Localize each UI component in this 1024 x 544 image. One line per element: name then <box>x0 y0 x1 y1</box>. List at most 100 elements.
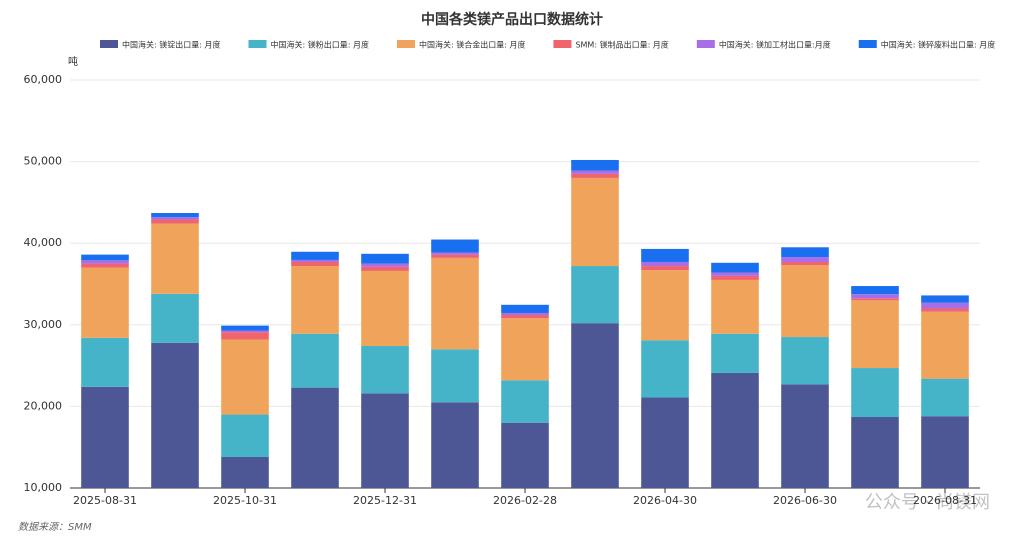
bar-segment <box>781 257 829 262</box>
chart-title: 中国各类镁产品出口数据统计 <box>421 11 603 28</box>
x-tick-label: 2025-08-31 <box>73 494 137 507</box>
legend-swatch <box>396 40 415 48</box>
bar-segment <box>781 265 829 338</box>
x-tick-label: 2026-02-28 <box>493 494 557 507</box>
bar-segment <box>641 340 689 398</box>
bar-segment <box>571 177 619 267</box>
legend-label: SMM: 镁制品出口量: 月度 <box>575 40 668 50</box>
bar-segment <box>431 257 479 350</box>
y-tick-label: 30,000 <box>24 318 63 331</box>
y-tick-label: 60,000 <box>24 73 63 86</box>
bar-segment <box>221 414 269 457</box>
bar-segment <box>221 332 269 340</box>
bar-segment <box>711 279 759 334</box>
bar-segment <box>221 325 269 331</box>
y-tick-label: 20,000 <box>24 399 63 412</box>
bar-segment <box>501 422 549 488</box>
bar-segment <box>711 275 759 280</box>
bar-segment <box>361 346 409 394</box>
bar-segment <box>81 267 129 338</box>
legend-swatch <box>100 40 118 48</box>
bar-segment <box>851 286 899 295</box>
bar-segment <box>641 261 689 267</box>
bar-segment <box>291 261 339 267</box>
legend-label: 中国海关: 镁碎废料出口量: 月度 <box>881 40 995 50</box>
bar-segment <box>851 294 899 299</box>
y-unit: 吨 <box>68 55 78 68</box>
legend-label: 中国海关: 镁锭出口量: 月度 <box>122 40 220 50</box>
bar-segment <box>921 378 969 417</box>
bar-segment <box>151 293 199 343</box>
legend-label: 中国海关: 镁粉出口量: 月度 <box>270 40 368 50</box>
legend-label: 中国海关: 镁合金出口量: 月度 <box>419 40 525 50</box>
bar-segment <box>641 270 689 341</box>
bar-segment <box>571 170 619 174</box>
bar-segment <box>921 416 969 488</box>
bar-segment <box>781 384 829 488</box>
bar-segment <box>431 349 479 403</box>
bar-segment <box>361 266 409 271</box>
bar-segment <box>501 318 549 381</box>
bar-segment <box>431 252 479 255</box>
bar-segment <box>431 254 479 258</box>
x-tick-label: 2025-10-31 <box>213 494 277 507</box>
bar-segment <box>221 339 269 415</box>
bar-segment <box>781 247 829 258</box>
bar-segment <box>851 300 899 369</box>
bar-segment <box>711 372 759 488</box>
bar-segment <box>361 263 409 267</box>
bars <box>81 159 969 488</box>
bar-segment <box>151 219 199 224</box>
bar-segment <box>711 272 759 276</box>
bar-segment <box>921 311 969 379</box>
x-tick-label: 2026-04-30 <box>633 494 697 507</box>
bar-segment <box>81 337 129 387</box>
bar-segment <box>291 259 339 262</box>
bar-segment <box>361 270 409 347</box>
legend-swatch <box>248 40 267 48</box>
bar-segment <box>151 217 199 220</box>
bar-segment <box>151 223 199 294</box>
bar-segment <box>291 251 339 260</box>
bar-segment <box>501 380 549 423</box>
bar-segment <box>921 308 969 312</box>
bar-segment <box>291 266 339 334</box>
y-tick-label: 10,000 <box>24 481 63 494</box>
bar-segment <box>641 397 689 488</box>
bar-segment <box>501 315 549 319</box>
bar-segment <box>221 456 269 488</box>
bar-segment <box>571 266 619 324</box>
bar-segment <box>501 304 549 313</box>
y-tick-label: 50,000 <box>24 155 63 168</box>
bar-segment <box>851 417 899 488</box>
x-tick-label: 2026-08-31 <box>913 494 977 507</box>
bar-segment <box>501 312 549 316</box>
bar-segment <box>781 261 829 266</box>
bar-segment <box>431 402 479 488</box>
bar-segment <box>221 330 269 333</box>
watermark: 公众号 · 尚镁网 <box>865 492 990 513</box>
bar-segment <box>81 386 129 488</box>
bar-segment <box>81 263 129 268</box>
bar-segment <box>851 298 899 301</box>
bar-segment <box>711 262 759 273</box>
legend-swatch <box>858 40 877 48</box>
y-tick-label: 40,000 <box>24 236 63 249</box>
bar-segment <box>361 393 409 488</box>
bar-segment <box>571 323 619 488</box>
bar-segment <box>151 342 199 488</box>
x-tick-label: 2026-06-30 <box>773 494 837 507</box>
legend-swatch <box>696 40 715 48</box>
bar-segment <box>711 333 759 373</box>
bar-segment <box>571 173 619 178</box>
bar-segment <box>151 213 199 218</box>
bar-segment <box>851 368 899 418</box>
source: 数据来源：SMM <box>18 521 92 533</box>
bar-segment <box>361 253 409 264</box>
legend: 中国海关: 镁锭出口量: 月度 中国海关: 镁粉出口量: 月度 中国海关: 镁合金出… <box>100 40 995 50</box>
bar-segment <box>921 295 969 303</box>
bar-segment <box>431 239 479 253</box>
x-tick-label: 2025-12-31 <box>353 494 417 507</box>
bar-segment <box>81 254 129 261</box>
